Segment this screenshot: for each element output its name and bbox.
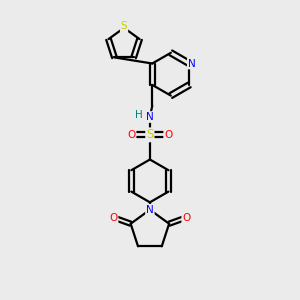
Text: O: O: [164, 130, 172, 140]
Text: S: S: [146, 128, 154, 141]
Text: O: O: [127, 130, 136, 140]
Text: S: S: [121, 21, 127, 32]
Text: H: H: [135, 110, 142, 120]
Text: N: N: [188, 58, 196, 68]
Text: O: O: [182, 213, 190, 224]
Text: N: N: [146, 112, 154, 122]
Text: O: O: [109, 213, 118, 224]
Text: N: N: [146, 205, 154, 215]
